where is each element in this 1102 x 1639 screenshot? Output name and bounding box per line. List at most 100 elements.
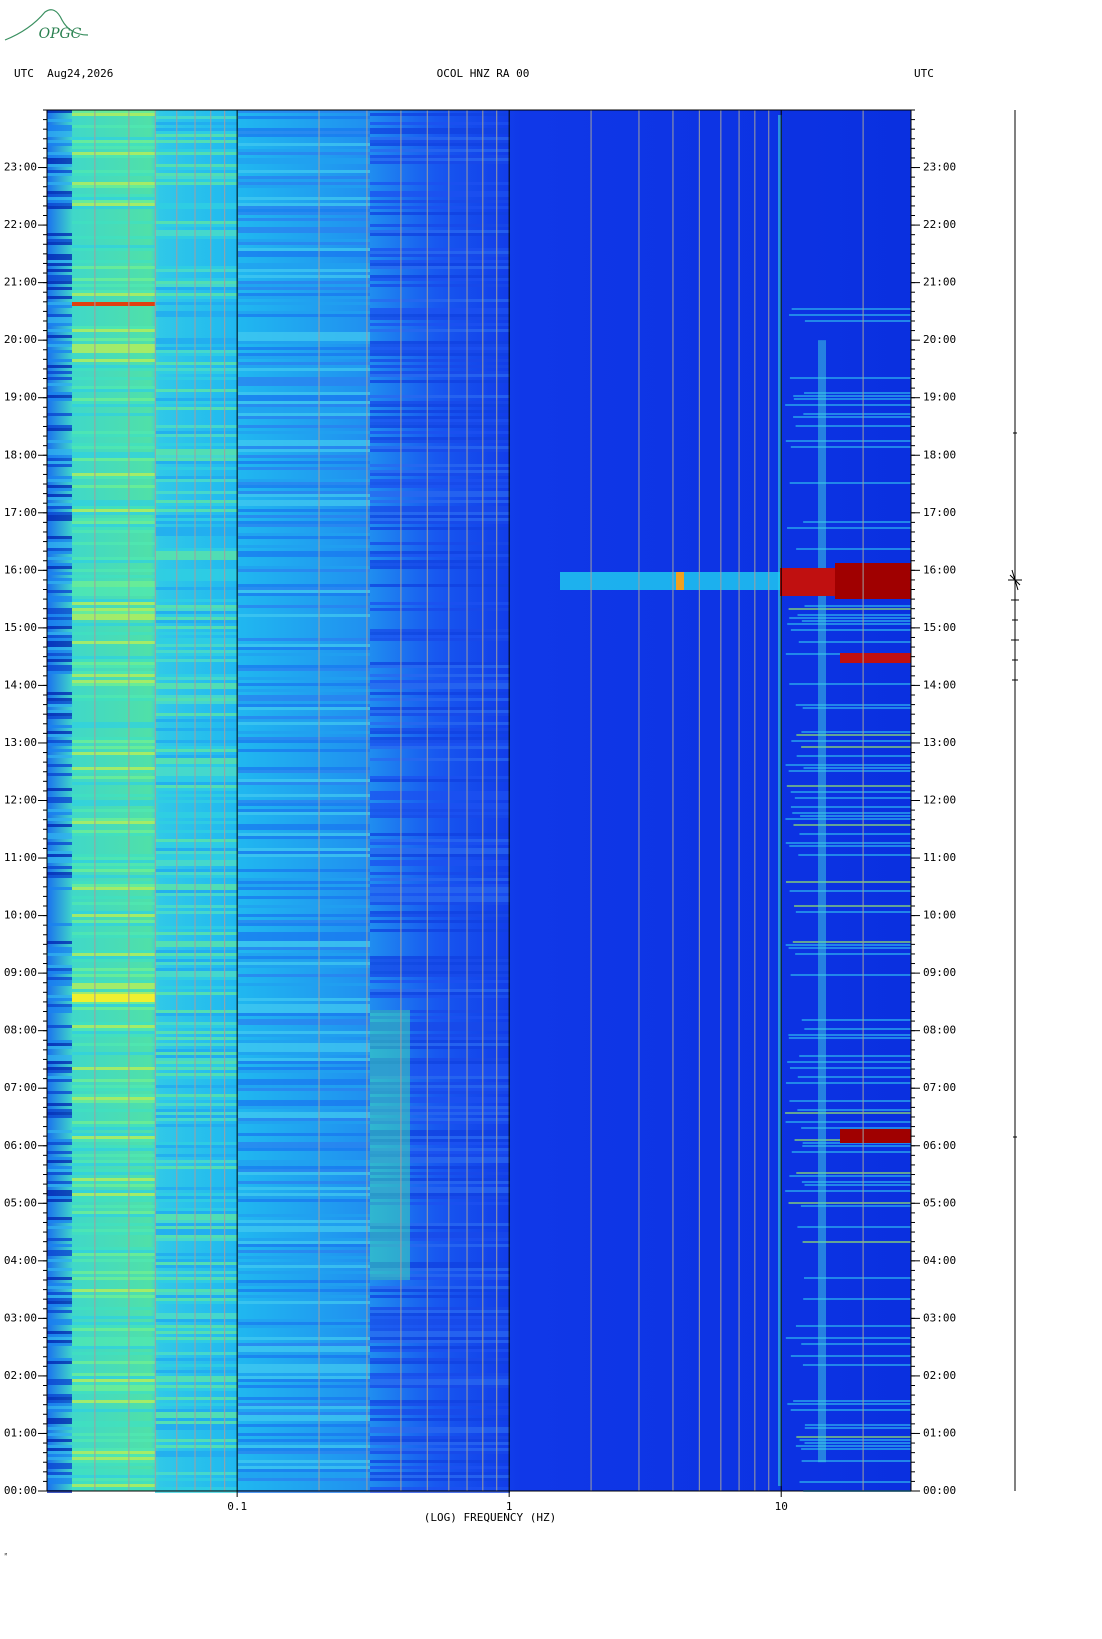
spectrogram-cell: [238, 1160, 370, 1163]
spectrogram-cell: [370, 812, 510, 815]
spectrogram-cell: [155, 578, 238, 581]
spectrogram-cell: [47, 1427, 72, 1430]
spectrogram-cell: [47, 995, 72, 998]
spectrogram-cell: [47, 170, 72, 173]
spectrogram-cell: [155, 905, 238, 908]
spectrogram-cell: [47, 377, 72, 380]
y-tick-label-right: 21:00: [923, 276, 956, 289]
spectrogram-cell: [72, 770, 155, 773]
spectrogram-cell: [788, 947, 911, 949]
spectrogram-cell: [370, 113, 510, 116]
spectrogram-cell: [155, 1115, 238, 1118]
spectrogram-cell: [47, 515, 72, 518]
spectrogram-cell: [72, 182, 155, 185]
spectrogram-cell: [155, 179, 238, 182]
spectrogram-cell: [155, 401, 238, 404]
spectrogram-cell: [238, 218, 370, 221]
spectrogram-cell: [793, 395, 911, 397]
spectrogram-cell: [238, 770, 370, 773]
spectrogram-cell: [370, 506, 510, 509]
spectrogram-cell: [47, 1196, 72, 1199]
spectrogram-cell: [238, 461, 370, 464]
y-tick-label: 12:00: [4, 794, 37, 807]
spectrogram-cell: [155, 1487, 238, 1490]
spectrogram-cell: [72, 524, 155, 527]
spectrogram-cell: [155, 1025, 238, 1028]
spectrogram-cell: [155, 1337, 238, 1340]
spectrogram-cell: [791, 308, 911, 310]
spectrogram-cell: [155, 491, 238, 494]
spectrogram-cell: [238, 1448, 370, 1451]
spectrogram-cell: [72, 1028, 155, 1031]
spectrogram-cell: [796, 755, 911, 757]
spectrogram-cell: [238, 1052, 370, 1055]
spectrogram-cell: [47, 1151, 72, 1154]
spectrogram-cell: [155, 1352, 238, 1355]
spectrogram-cell: [370, 1196, 510, 1199]
spectrogram-cell: [238, 1463, 370, 1466]
spectrogram-cell: [47, 323, 72, 326]
spectrogram-cell: [47, 1433, 72, 1436]
spectrogram-cell: [47, 488, 72, 491]
spectrogram-cell: [238, 1478, 370, 1481]
spectrogram-cell: [47, 701, 72, 704]
spectrogram-cell: [238, 584, 370, 587]
spectrogram-cell: [155, 1454, 238, 1457]
spectrogram-cell: [72, 1391, 155, 1394]
spectrogram-cell: [238, 185, 370, 188]
spectrogram-cell: [238, 545, 370, 548]
spectrogram-cell: [72, 959, 155, 962]
spectrogram-cell: [238, 416, 370, 419]
spectrogram-cell: [155, 1154, 238, 1157]
spectrogram-cell: [155, 851, 238, 854]
spectrogram-cell: [47, 158, 72, 161]
spectrogram-cell: [155, 449, 238, 452]
spectrogram-cell: [155, 1409, 238, 1412]
spectrogram-cell: [72, 377, 155, 380]
spectrogram-cell: [370, 512, 510, 515]
spectrogram-cell: [47, 755, 72, 758]
spectrogram-cell: [155, 476, 238, 479]
spectrogram-cell: [370, 1025, 510, 1028]
spectrogram-cell: [370, 425, 510, 428]
spectrogram-cell: [370, 839, 510, 842]
spectrogram-cell: [155, 749, 238, 752]
spectrogram-cell: [155, 233, 238, 236]
spectrogram-cell: [47, 1172, 72, 1175]
y-tick-label: 19:00: [4, 391, 37, 404]
spectrogram-cell: [72, 1022, 155, 1025]
spectrogram-cell: [370, 851, 510, 854]
spectrogram-cell: [155, 782, 238, 785]
spectrogram-cell: [238, 1085, 370, 1088]
spectrogram-cell: [370, 758, 510, 761]
spectrogram-cell: [370, 1376, 510, 1379]
spectrogram-cell: [797, 614, 911, 616]
spectrogram-cell: [72, 803, 155, 806]
spectrogram-cell: [47, 125, 72, 128]
spectrogram-cell: [72, 248, 155, 251]
spectrogram-cell: [72, 608, 155, 611]
spectrogram-cell: [238, 887, 370, 890]
spectrogram-cell: [238, 1226, 370, 1229]
spectrogram-cell: [238, 848, 370, 851]
spectrogram-cell: [72, 1172, 155, 1175]
spectrogram-cell: [799, 1055, 911, 1057]
spectrogram-cell: [155, 608, 238, 611]
spectrogram-cell: [238, 1079, 370, 1082]
spectrogram-cell: [370, 1109, 510, 1112]
spectrogram-cell: [72, 833, 155, 836]
spectrogram-cell: [238, 1460, 370, 1463]
spectrogram-cell: [72, 614, 155, 617]
spectrogram-cell: [155, 1058, 238, 1061]
spectrogram-cell: [155, 341, 238, 344]
spectrogram-cell: [72, 473, 155, 476]
spectrogram-cell: [238, 947, 370, 950]
spectrogram-cell: [238, 719, 370, 722]
spectrogram-cell: [47, 773, 72, 776]
spectrogram-cell: [370, 665, 510, 668]
spectrogram-cell: [238, 551, 370, 554]
spectrogram-cell: [155, 182, 238, 185]
spectrogram-cell: [370, 629, 510, 632]
spectrogram-cell: [72, 1424, 155, 1427]
spectrogram-cell: [793, 1400, 911, 1402]
